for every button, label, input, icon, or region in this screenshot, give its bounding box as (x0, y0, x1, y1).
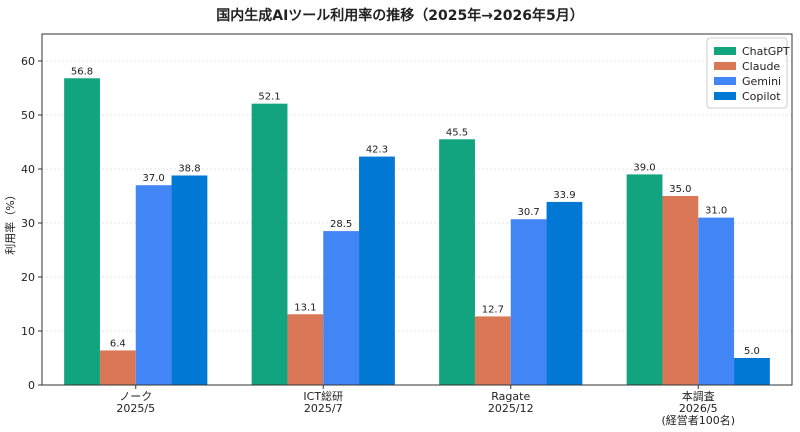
bars (64, 78, 770, 385)
legend-swatch-chatgpt (714, 47, 736, 55)
x-tick-label: 2025/7 (304, 402, 343, 415)
y-axis: 0 10 20 30 40 50 60 (21, 55, 42, 392)
x-tick-label: 本調査 (682, 389, 715, 403)
data-label: 38.8 (178, 163, 200, 174)
x-tick-label: 2025/12 (488, 402, 534, 415)
y-tick-label: 60 (21, 55, 35, 68)
data-label: 31.0 (705, 206, 727, 217)
data-label: 5.0 (744, 346, 760, 357)
bar-claude-2 (474, 316, 511, 385)
x-tick-label: 2025/5 (116, 402, 155, 415)
data-label: 37.0 (143, 173, 165, 184)
bar-chatgpt-3 (626, 174, 663, 385)
x-tick-label: 2026/5 (679, 402, 718, 415)
data-label: 56.8 (71, 66, 93, 77)
bar-gemini-3 (698, 217, 735, 385)
chart-title: 国内生成AIツール利用率の推移（2025年→2026年5月） (216, 7, 583, 24)
plot-frame (41, 33, 793, 386)
y-tick-label: 0 (28, 379, 35, 392)
bar-claude-0 (99, 350, 136, 385)
bar-chatgpt-2 (439, 139, 475, 385)
x-tick-label: ノーク (119, 390, 152, 403)
legend-swatch-copilot (714, 92, 736, 100)
bar-chatgpt-1 (251, 103, 288, 385)
y-tick-label: 50 (21, 109, 35, 122)
bar-copilot-2 (546, 201, 583, 385)
bar-claude-3 (662, 196, 699, 385)
x-tick-label: Ragate (491, 390, 530, 403)
data-label: 42.3 (366, 145, 388, 156)
data-label: 33.9 (553, 190, 575, 201)
data-label: 35.0 (669, 184, 691, 195)
bar-copilot-3 (734, 358, 770, 385)
y-tick-label: 20 (21, 271, 35, 284)
data-label: 28.5 (330, 219, 352, 230)
data-label: 45.5 (446, 127, 468, 138)
y-axis-label: 利用率（%） (3, 189, 17, 254)
data-label: 30.7 (518, 207, 540, 218)
legend-label-claude: Claude (742, 60, 780, 73)
legend-swatch-gemini (714, 77, 736, 85)
x-tick-label: ICT総研 (303, 389, 343, 403)
data-label: 6.4 (110, 338, 126, 349)
bar-gemini-2 (510, 219, 547, 385)
bar-copilot-0 (171, 175, 208, 385)
legend: ChatGPT Claude Gemini Copilot (706, 37, 790, 109)
data-label: 39.0 (633, 162, 655, 173)
bar-copilot-1 (359, 156, 395, 385)
bar-gemini-1 (323, 231, 360, 385)
legend-label-gemini: Gemini (742, 75, 781, 88)
data-labels: 56.8 6.4 37.0 38.8 52.1 13.1 28.5 42.3 45.5 12.7 3… (71, 66, 760, 357)
bar-chatgpt-0 (64, 78, 100, 385)
y-tick-label: 40 (21, 163, 35, 176)
data-label: 52.1 (258, 92, 280, 103)
data-label: 13.1 (294, 302, 316, 313)
bar-claude-1 (287, 314, 324, 385)
bar-gemini-0 (135, 185, 172, 385)
legend-swatch-claude (714, 62, 736, 70)
legend-box (706, 37, 788, 109)
legend-label-copilot: Copilot (742, 90, 781, 103)
legend-label-chatgpt: ChatGPT (742, 45, 790, 58)
y-tick-label: 10 (21, 325, 35, 338)
x-tick-label: (経営者100名) (661, 413, 735, 427)
y-tick-label: 30 (21, 217, 35, 230)
data-label: 12.7 (482, 304, 504, 315)
